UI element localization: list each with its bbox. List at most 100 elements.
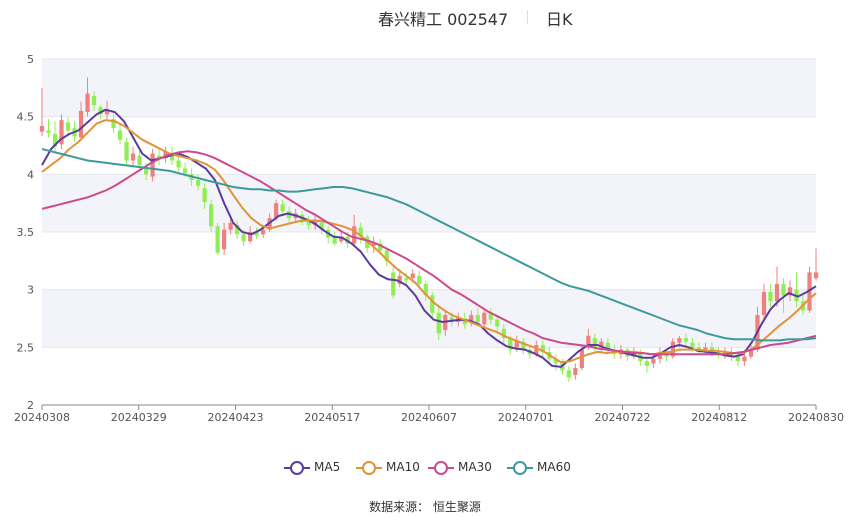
ma-line-ma30 <box>41 150 817 356</box>
candle-body <box>274 203 279 219</box>
legend-label: MA5 <box>314 460 341 474</box>
candle-body <box>651 358 656 364</box>
candle-body <box>599 341 604 348</box>
candle-body <box>352 226 357 244</box>
x-tick-label: 20240329 <box>111 411 167 424</box>
candle-body <box>670 341 676 357</box>
candle-body <box>690 342 695 348</box>
candle-body <box>248 232 253 242</box>
candle-body <box>397 275 402 284</box>
candle-body <box>46 130 51 133</box>
x-tick-label: 20240308 <box>14 411 70 424</box>
candle-body <box>176 160 181 168</box>
title-separator <box>527 10 528 24</box>
candle-body <box>91 95 97 106</box>
candle-body <box>261 229 266 235</box>
legend-label: MA30 <box>458 460 492 474</box>
candle-body <box>469 315 474 322</box>
ma-line-ma5 <box>41 108 817 368</box>
candle-body <box>761 291 767 316</box>
y-tick-label: 4.5 <box>17 111 35 124</box>
candle-body <box>378 243 383 251</box>
grid-band <box>42 174 816 232</box>
candle-body <box>677 338 682 343</box>
legend-label: MA10 <box>386 460 420 474</box>
candle-body <box>124 142 129 161</box>
candle-body <box>540 345 545 352</box>
candle-body <box>449 317 454 322</box>
candle-body <box>683 338 689 342</box>
candle-body <box>163 151 168 159</box>
source-value: 恒生聚源 <box>432 500 481 514</box>
candle-body <box>417 275 422 284</box>
legend-marker-icon <box>428 461 454 475</box>
candle-body <box>514 340 519 348</box>
candle-body <box>501 328 506 339</box>
candle-body <box>508 338 513 350</box>
candle-body <box>774 283 780 302</box>
candle-body <box>722 351 728 355</box>
candle-body <box>143 168 149 175</box>
candle-body <box>534 345 539 355</box>
x-tick-label: 20240607 <box>401 411 457 424</box>
candle-body <box>150 153 155 177</box>
candle-body <box>566 370 571 378</box>
candle-body <box>104 110 110 115</box>
candle-body <box>384 250 389 261</box>
ma-line-ma60 <box>41 148 817 342</box>
candle-body <box>137 155 142 166</box>
candle-body <box>742 356 747 362</box>
y-tick-label: 3.5 <box>17 226 35 239</box>
candle-body <box>52 133 58 147</box>
candle-body <box>78 110 84 138</box>
candle-body <box>215 226 220 253</box>
y-tick-label: 5 <box>27 53 34 66</box>
candle-body <box>703 347 708 350</box>
candle-body <box>768 291 773 302</box>
candle-body <box>254 232 259 236</box>
candle-body <box>222 229 227 250</box>
candle-body <box>319 222 324 230</box>
candle-body <box>748 349 754 357</box>
candle-body <box>813 272 819 279</box>
x-tick-label: 20240830 <box>788 411 844 424</box>
candle-body <box>39 125 45 132</box>
candle-body <box>130 153 136 161</box>
candle-body <box>358 227 363 237</box>
y-tick-label: 4 <box>27 168 34 181</box>
x-tick-label: 20240812 <box>691 411 747 424</box>
candle-body <box>436 312 441 334</box>
legend: MA5 MA10 MA30 MA60 <box>0 458 850 478</box>
candle-body <box>280 204 285 212</box>
y-tick-label: 3 <box>27 284 34 297</box>
chart-title: 春兴精工 002547 日K <box>0 4 850 29</box>
y-tick-label: 2.5 <box>17 341 35 354</box>
candle-body <box>430 295 435 313</box>
candle-body <box>339 236 344 242</box>
candle-body <box>664 354 669 357</box>
candle-body <box>404 278 409 281</box>
candle-body <box>592 338 597 348</box>
candle-body <box>169 153 175 161</box>
candle-body <box>644 361 650 366</box>
candle-body <box>521 341 526 350</box>
source-label: 数据来源： <box>369 500 430 514</box>
candle-body <box>111 118 116 129</box>
x-tick-label: 20240517 <box>304 411 360 424</box>
y-tick-label: 2 <box>27 399 34 412</box>
candle-body <box>573 368 578 376</box>
candle-body <box>371 243 376 246</box>
x-tick-label: 20240701 <box>498 411 554 424</box>
candle-body <box>787 287 793 296</box>
period-label[interactable]: 日K <box>546 10 573 29</box>
candle-body <box>98 107 103 115</box>
x-tick-label: 20240722 <box>595 411 651 424</box>
candle-body <box>605 342 610 350</box>
candle-body <box>306 220 311 226</box>
legend-marker-icon <box>356 461 382 475</box>
candle-body <box>586 335 591 348</box>
candle-body <box>228 222 233 230</box>
candle-body <box>488 312 493 320</box>
candle-body <box>182 168 188 174</box>
candle-body <box>495 319 500 327</box>
